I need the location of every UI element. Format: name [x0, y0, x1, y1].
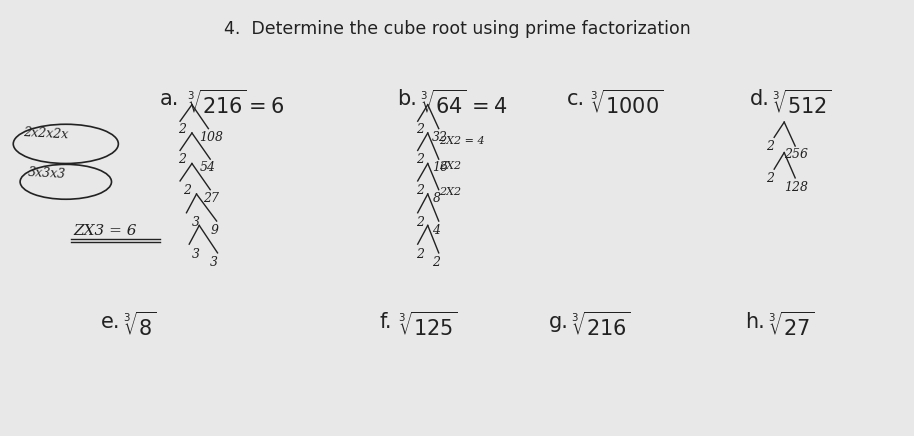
Text: 2: 2	[416, 184, 424, 197]
Text: 2x2x2x: 2x2x2x	[23, 126, 69, 142]
Text: 54: 54	[199, 161, 216, 174]
Text: $\sqrt[3]{64}\, = 4$: $\sqrt[3]{64}\, = 4$	[420, 89, 508, 118]
Text: 2: 2	[416, 248, 424, 261]
Text: ZX3 = 6: ZX3 = 6	[73, 224, 136, 238]
Text: $\sqrt[3]{8}$: $\sqrt[3]{8}$	[123, 312, 156, 340]
Text: 27: 27	[203, 192, 219, 205]
Text: b.: b.	[398, 89, 418, 109]
Text: $\sqrt[3]{1000}$: $\sqrt[3]{1000}$	[590, 89, 663, 118]
Text: 2: 2	[183, 184, 191, 197]
Text: 2: 2	[178, 123, 186, 136]
Text: $\sqrt[3]{512}$: $\sqrt[3]{512}$	[772, 89, 832, 118]
Text: 2: 2	[178, 153, 186, 167]
Text: 2: 2	[416, 153, 424, 167]
Text: $\sqrt[3]{125}$: $\sqrt[3]{125}$	[398, 312, 457, 340]
Text: g.: g.	[548, 312, 569, 332]
Text: a.: a.	[160, 89, 179, 109]
Text: 2: 2	[416, 216, 424, 229]
Text: 3: 3	[192, 248, 200, 261]
Text: 9: 9	[210, 224, 218, 237]
Text: 256: 256	[784, 148, 808, 161]
Text: 4.  Determine the cube root using prime factorization: 4. Determine the cube root using prime f…	[224, 20, 690, 37]
Text: 128: 128	[784, 181, 808, 194]
Text: 3: 3	[192, 216, 200, 229]
Text: 2: 2	[416, 123, 424, 136]
Text: f.: f.	[379, 312, 392, 332]
Text: 8: 8	[432, 192, 441, 205]
Text: d.: d.	[749, 89, 770, 109]
Text: $\sqrt[3]{27}$: $\sqrt[3]{27}$	[768, 312, 814, 340]
Text: 16: 16	[432, 161, 449, 174]
Text: 2: 2	[766, 140, 774, 153]
Text: h.: h.	[745, 312, 765, 332]
Text: 2X2: 2X2	[439, 187, 461, 197]
Text: 4: 4	[432, 224, 441, 237]
Text: 3x3x3: 3x3x3	[27, 166, 66, 181]
Text: 2: 2	[766, 172, 774, 185]
Text: 108: 108	[199, 131, 223, 144]
Text: e.: e.	[101, 312, 120, 332]
Text: 2X2: 2X2	[439, 161, 461, 171]
Text: 2X2 = 4: 2X2 = 4	[439, 136, 484, 146]
Text: $\sqrt[3]{216}$: $\sqrt[3]{216}$	[571, 312, 631, 340]
Text: c.: c.	[567, 89, 585, 109]
Text: $\sqrt[3]{216} = 6$: $\sqrt[3]{216} = 6$	[187, 89, 285, 118]
Text: 32: 32	[432, 131, 449, 144]
Text: 2: 2	[432, 256, 441, 269]
Text: 3: 3	[210, 256, 218, 269]
